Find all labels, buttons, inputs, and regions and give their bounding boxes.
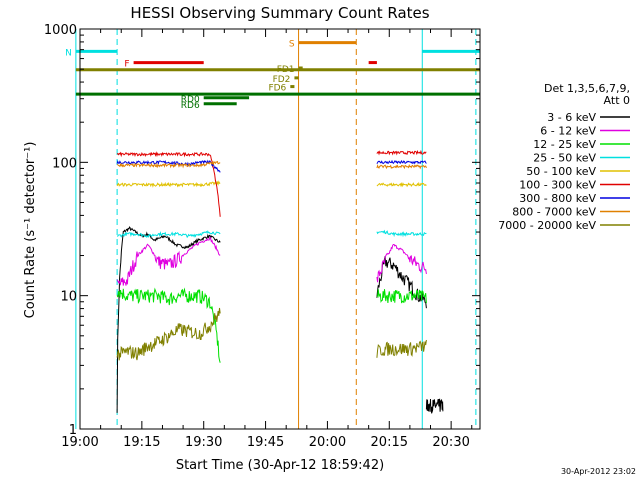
series-0-segment-1	[153, 233, 221, 250]
series-8-segment-0	[116, 307, 221, 361]
legend-label-3: 25 - 50 keV	[533, 152, 596, 165]
legend-label-5: 100 - 300 keV	[519, 179, 596, 192]
x-axis-label: Start Time (30-Apr-12 18:59:42)	[176, 458, 384, 473]
x-tick-label-0: 19:00	[61, 435, 98, 450]
legend-label-6: 300 - 800 keV	[519, 192, 596, 205]
series-2-segment-1	[376, 289, 427, 304]
legend-label-2: 12 - 25 keV	[533, 138, 596, 151]
flag-label-9: RD6	[181, 101, 200, 111]
series-1-segment-1	[376, 244, 427, 283]
legend-label-7: 800 - 7000 keV	[512, 206, 596, 219]
chart-title: HESSI Observing Summary Count Rates	[130, 4, 429, 22]
series-1-segment-0	[116, 236, 221, 286]
legend-header-line-1: Det 1,3,5,6,7,9,	[544, 82, 630, 95]
series-4-segment-1	[376, 181, 427, 188]
x-tick-label-5: 20:15	[371, 435, 408, 450]
series-0-segment-0	[116, 226, 155, 413]
flag-label-8: RD0	[181, 95, 200, 105]
legend-label-0: 3 - 6 keV	[547, 111, 596, 124]
series-8-segment-1	[376, 339, 427, 358]
y-tick-label-1: 10	[60, 290, 77, 305]
legend-label-4: 50 - 100 keV	[526, 165, 596, 178]
flag-label-1: S	[289, 40, 295, 50]
series-5-segment-1	[376, 149, 427, 156]
series-2-segment-0	[116, 287, 221, 363]
legend-header-line-2: Att 0	[604, 94, 630, 107]
x-tick-label-1: 19:15	[123, 435, 160, 450]
x-tick-label-2: 19:30	[185, 435, 222, 450]
series-7-segment-0	[116, 160, 221, 169]
series-6-segment-0	[116, 159, 221, 173]
plot-frame	[79, 28, 481, 430]
flag-label-2: F	[124, 60, 129, 70]
x-tick-label-6: 20:30	[432, 435, 469, 450]
series-5-segment-0	[116, 151, 221, 217]
flag-label-5: FD6	[268, 84, 286, 94]
series-0-segment-3	[425, 398, 444, 414]
x-tick-label-4: 20:00	[309, 435, 346, 450]
timestamp: 30-Apr-2012 23:02	[561, 467, 636, 476]
series-3-segment-1	[376, 229, 427, 238]
x-tick-label-3: 19:45	[247, 435, 284, 450]
series-3-segment-0	[117, 230, 221, 239]
y-tick-label-3: 1000	[44, 23, 77, 38]
series-4-segment-0	[116, 180, 221, 188]
series-7-segment-1	[376, 163, 427, 170]
y-tick-label-0: 1	[69, 423, 77, 438]
series-6-segment-1	[376, 159, 427, 165]
y-tick-label-2: 100	[52, 156, 77, 171]
flag-label-0: N	[65, 48, 72, 58]
y-axis-label: Count Rate (s⁻¹ detector⁻¹)	[23, 142, 38, 319]
legend-label-1: 6 - 12 keV	[540, 125, 596, 138]
legend-label-8: 7000 - 20000 keV	[498, 219, 596, 232]
flag-label-4: FD2	[273, 75, 291, 85]
